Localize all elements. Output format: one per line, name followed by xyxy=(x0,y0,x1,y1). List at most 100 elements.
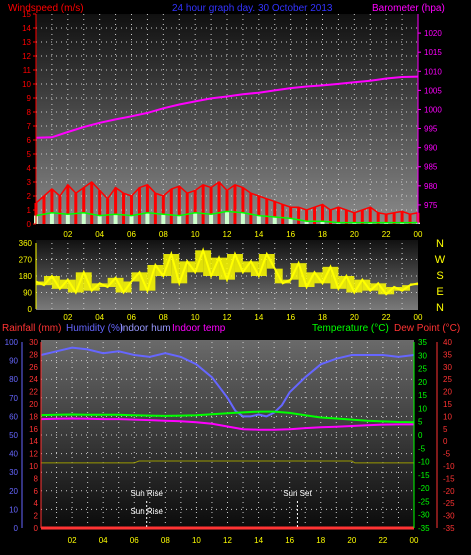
gust-line xyxy=(35,210,418,224)
direction-band xyxy=(282,279,291,284)
direction-band xyxy=(83,272,92,291)
wind-tick-label: 11 xyxy=(23,66,32,75)
direction-time-tick-label: 02 xyxy=(63,313,72,322)
wind-tick-label: 13 xyxy=(22,38,31,47)
direction-band xyxy=(203,250,212,276)
direction-band xyxy=(354,279,363,293)
direction-time-tick-label: 00 xyxy=(414,313,423,322)
baro-tick-label: 985 xyxy=(424,163,438,172)
rain-tick-label: 0 xyxy=(34,524,39,533)
dew-tick-label: -30 xyxy=(443,512,455,521)
temp-tick-label: -30 xyxy=(418,511,430,520)
wind-tick-label: 0 xyxy=(27,220,32,229)
time-tick-label: 12 xyxy=(223,230,232,239)
direction-tick-label: 270 xyxy=(19,256,33,265)
direction-tick-label: 180 xyxy=(19,272,33,281)
wind-tick-label: 6 xyxy=(27,136,32,145)
direction-time-tick-label: 10 xyxy=(191,313,200,322)
direction-band xyxy=(266,254,275,269)
humidity-tick-label: 50 xyxy=(9,431,18,440)
wind-tick-label: 9 xyxy=(27,94,32,103)
wind-tick-label: 1 xyxy=(27,206,32,215)
panel-wind-series xyxy=(34,75,420,224)
direction-time-tick-label: 08 xyxy=(159,313,168,322)
rain-tick-label: 26 xyxy=(29,363,38,372)
temp-tick-label: 30 xyxy=(418,351,427,360)
compass-label: S xyxy=(436,270,443,282)
barometer-line xyxy=(35,75,419,139)
direction-band xyxy=(107,277,116,287)
rain-tick-label: 14 xyxy=(29,437,38,446)
dew-tick-label: 0 xyxy=(443,437,448,446)
direction-band xyxy=(234,254,243,273)
direction-band xyxy=(67,279,76,293)
panel-direction-series xyxy=(35,247,419,296)
direction-band xyxy=(306,272,315,287)
dew-tick-label: -35 xyxy=(443,524,455,533)
rain-tick-label: 8 xyxy=(34,474,39,483)
panel-temp-axes: 0102030405060708090100024681012141618202… xyxy=(5,338,455,545)
baro-tick-label: 1000 xyxy=(424,105,442,114)
direction-band xyxy=(139,272,148,291)
baro-tick-label: 1015 xyxy=(424,48,442,57)
direction-band xyxy=(219,257,227,280)
humidity-tick-label: 40 xyxy=(9,450,18,459)
direction-band xyxy=(75,272,84,293)
direction-band xyxy=(51,276,60,289)
direction-band xyxy=(59,279,68,289)
panel-temp-grid xyxy=(41,342,414,528)
wind-tick-label: 12 xyxy=(22,52,31,61)
humidity-tick-label: 90 xyxy=(9,357,18,366)
direction-band xyxy=(242,261,251,273)
wind-tick-label: 7 xyxy=(27,122,32,131)
temp-tick-label: -25 xyxy=(418,497,430,506)
sun-annotation: Sun Rise xyxy=(130,507,163,516)
rain-tick-label: 20 xyxy=(29,400,38,409)
time-tick-label: 06 xyxy=(127,230,136,239)
wind-tick-label: 2 xyxy=(27,192,32,201)
wind-line xyxy=(35,181,419,215)
direction-band xyxy=(250,261,259,276)
direction-tick-label: 90 xyxy=(23,289,32,298)
sun-annotation: Sun Set xyxy=(283,489,312,498)
legend-humidity: Humidity (%) xyxy=(66,323,123,334)
direction-time-tick-label: 20 xyxy=(350,313,359,322)
legend-rainfall: Rainfall (mm) xyxy=(2,323,61,334)
direction-time-tick-label: 22 xyxy=(382,313,391,322)
legend-dewpoint: Dew Point (°C) xyxy=(394,323,460,334)
direction-band xyxy=(258,254,267,276)
humidity-tick-label: 100 xyxy=(5,338,19,347)
compass-label: N xyxy=(436,238,444,250)
direction-time-tick-label: 16 xyxy=(286,313,295,322)
panel-temp-series: Sun Rise Sun Set Sun Rise xyxy=(40,346,415,530)
legend-temperature: Temperature (°C) xyxy=(312,323,389,334)
direction-band xyxy=(298,263,307,287)
compass-label: E xyxy=(436,286,443,298)
direction-time-tick-label: 06 xyxy=(127,313,136,322)
baro-tick-label: 1020 xyxy=(424,29,442,38)
dew-tick-label: 5 xyxy=(443,425,448,434)
direction-band xyxy=(370,283,379,291)
rain-tick-label: 6 xyxy=(34,487,39,496)
direction-band xyxy=(402,285,411,291)
humidity-line xyxy=(40,346,415,418)
direction-band xyxy=(147,265,156,291)
dew-tick-label: -15 xyxy=(443,474,455,483)
direction-band xyxy=(155,265,164,276)
temp-time-tick-label: 22 xyxy=(378,536,387,545)
baro-tick-label: 990 xyxy=(424,144,438,153)
rain-tick-label: 12 xyxy=(29,450,38,459)
direction-band xyxy=(290,263,299,280)
direction-time-tick-label: 12 xyxy=(223,313,232,322)
wind-tick-label: 8 xyxy=(27,108,32,117)
temp-time-tick-label: 14 xyxy=(254,536,263,545)
dew-tick-label: -5 xyxy=(443,450,451,459)
dew-tick-label: 15 xyxy=(443,400,452,409)
indoor-temp-line xyxy=(40,417,414,431)
compass-label: W xyxy=(435,254,446,266)
temp-time-tick-label: 12 xyxy=(223,536,232,545)
dew-tick-label: -20 xyxy=(443,487,455,496)
temp-time-tick-label: 16 xyxy=(285,536,294,545)
temp-time-tick-label: 00 xyxy=(410,536,419,545)
wind-tick-label: 4 xyxy=(27,164,32,173)
